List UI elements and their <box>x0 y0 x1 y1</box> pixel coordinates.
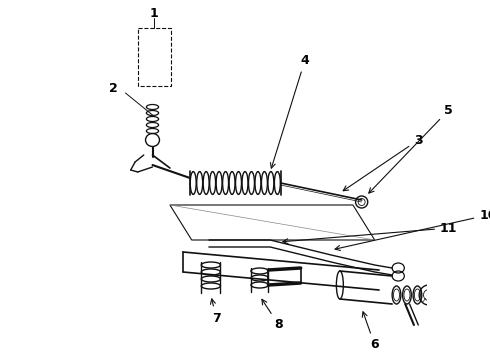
Text: 11: 11 <box>283 221 458 244</box>
Text: 7: 7 <box>210 299 221 324</box>
Text: 2: 2 <box>109 81 118 95</box>
Text: 6: 6 <box>362 312 379 351</box>
Text: 4: 4 <box>270 54 309 168</box>
Bar <box>138 28 171 86</box>
Text: 10: 10 <box>335 208 490 251</box>
Text: 1: 1 <box>150 6 159 19</box>
Text: 8: 8 <box>262 300 283 332</box>
Text: 3: 3 <box>343 134 422 191</box>
Text: 5: 5 <box>369 104 453 193</box>
Text: 9: 9 <box>0 359 1 360</box>
